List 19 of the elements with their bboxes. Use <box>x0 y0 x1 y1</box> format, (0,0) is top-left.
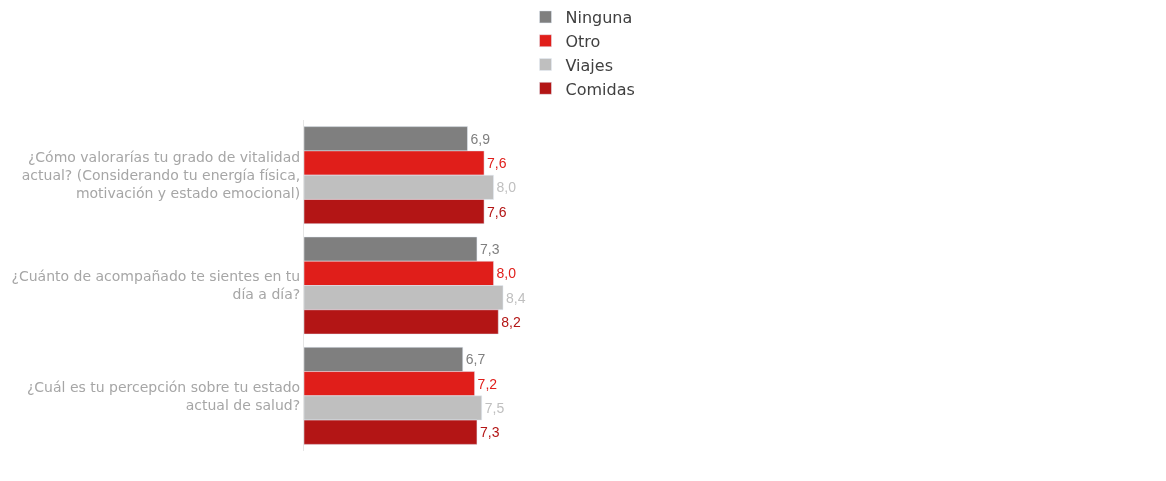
legend-label: Comidas <box>565 79 635 99</box>
data-label: 7,2 <box>477 375 498 392</box>
data-label: 7,6 <box>487 203 507 220</box>
data-label: 8,0 <box>496 179 517 196</box>
data-label: 7,6 <box>487 155 507 172</box>
data-label: 7,3 <box>479 424 500 441</box>
legend-label: Ninguna <box>565 8 633 28</box>
legend-label: Otro <box>565 31 601 51</box>
y-tick-label: ¿Cuánto de acompañado te sientes en tu día a día? <box>11 268 301 303</box>
data-label: 6,9 <box>470 130 491 147</box>
data-label: 8,2 <box>501 313 521 330</box>
data-label: 8,4 <box>506 289 526 306</box>
data-label: 7,5 <box>484 399 505 416</box>
data-label: 6,7 <box>465 351 486 368</box>
data-label: 7,3 <box>479 241 500 258</box>
y-tick-label: ¿Cómo valorarías tu grado de vitalidad actual? (Considerando tu energía física, motivación y estado emocional) <box>21 148 301 202</box>
legend-label: Viajes <box>565 55 613 75</box>
y-tick-label: ¿Cuál es tu percepción sobre tu estado actual de salud? <box>26 378 301 413</box>
data-label: 8,0 <box>496 265 517 282</box>
